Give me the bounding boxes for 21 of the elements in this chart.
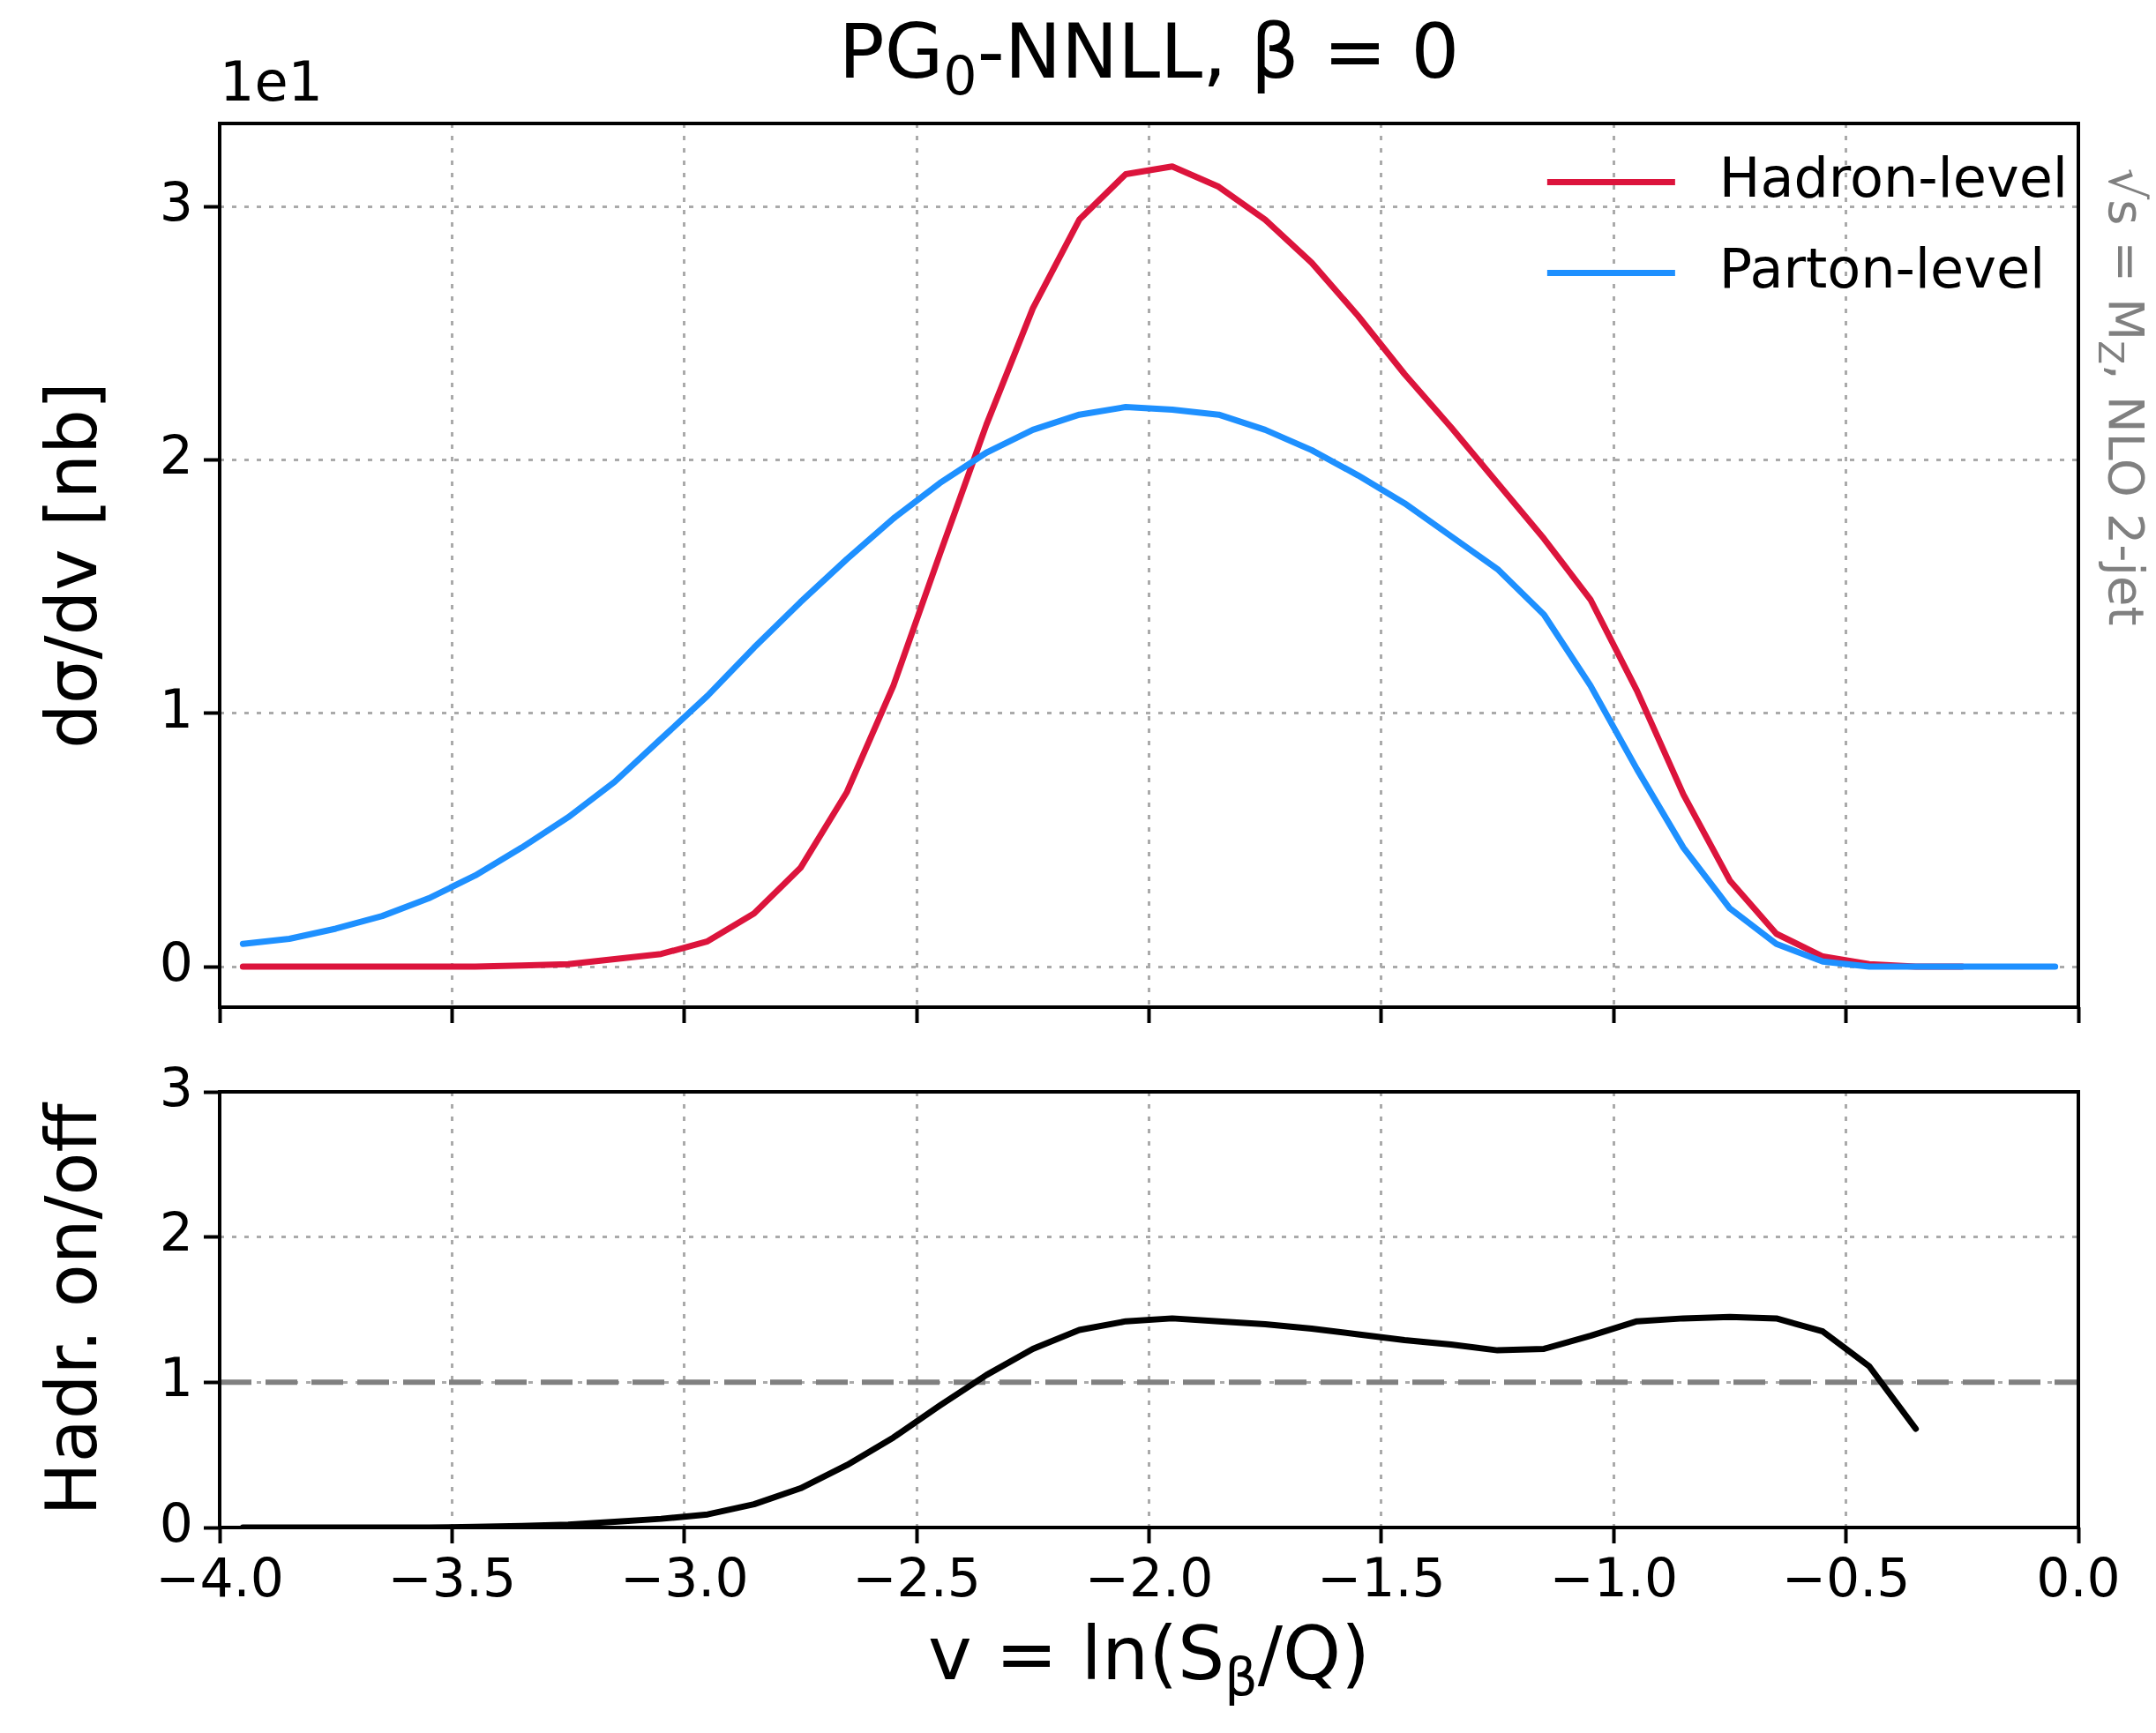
y-axis-title: Hadr. on/off [30, 1102, 113, 1516]
text: √s = MZ, NLO 2-jet [2091, 168, 2156, 626]
x-tick-label: −0.5 [1781, 1546, 1911, 1609]
x-tick-label: −3.5 [387, 1546, 517, 1609]
x-tick-label: 0.0 [2036, 1546, 2121, 1609]
y-tick-label: 1 [159, 677, 193, 740]
x-tick-label: −3.0 [619, 1546, 749, 1609]
x-tick-label: −2.0 [1084, 1546, 1214, 1609]
legend-label: Parton-level [1718, 235, 2046, 301]
y-tick-label: 3 [159, 1056, 193, 1118]
y-tick-label: 2 [159, 424, 193, 487]
y-tick-label: 3 [159, 171, 193, 234]
x-tick-label: −1.5 [1317, 1546, 1446, 1609]
legend-label: Hadron-level [1718, 145, 2069, 210]
x-tick-label: −1.0 [1549, 1546, 1679, 1609]
y-axis-title: dσ/dv [nb] [30, 382, 113, 749]
y-tick-label: 0 [159, 930, 193, 993]
y-tick-label: 2 [159, 1201, 193, 1264]
x-tick-label: −2.5 [852, 1546, 981, 1609]
y-tick-label: 1 [159, 1346, 193, 1408]
text: 1e1 [220, 49, 324, 115]
